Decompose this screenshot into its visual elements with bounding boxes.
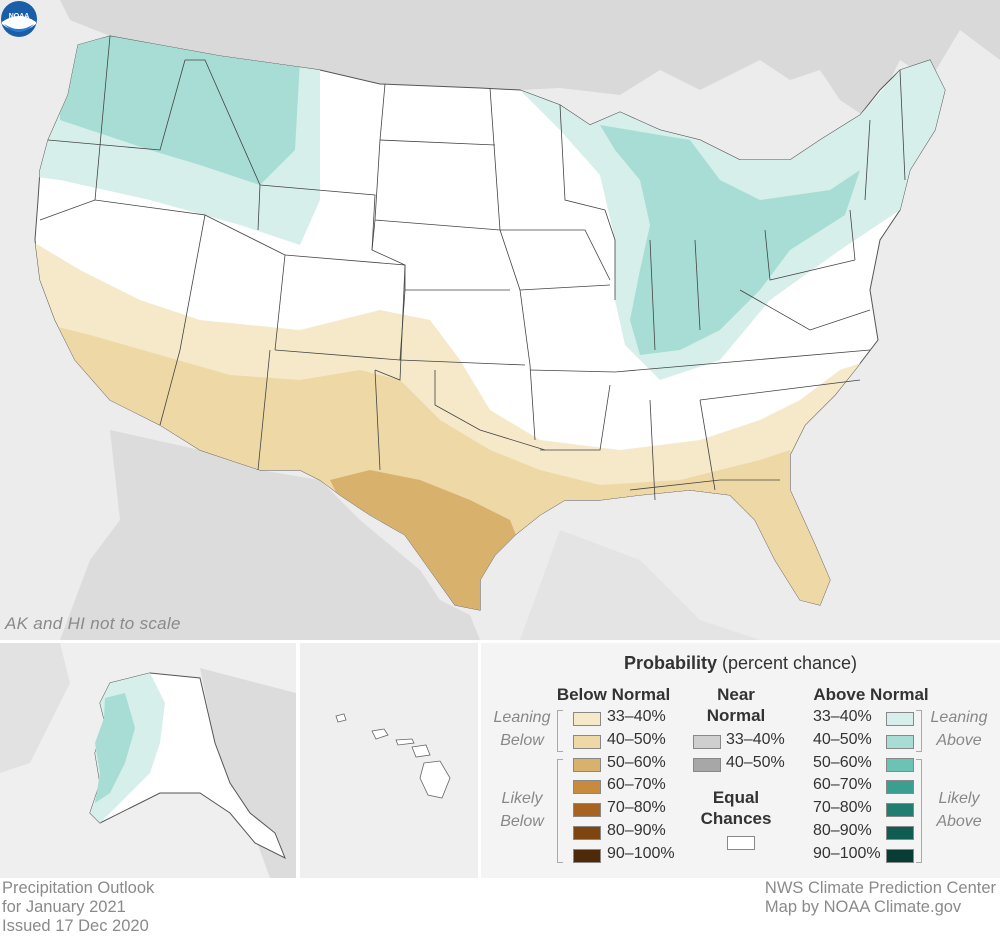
below-normal-row-label: 90–100%: [607, 844, 675, 862]
above-normal-row-label: 50–60%: [813, 753, 872, 771]
conus-map-svg: [34, 0, 1000, 640]
footer-right: NWS Climate Prediction Center Map by NOA…: [765, 879, 996, 917]
below-normal-row-swatch: [573, 757, 601, 772]
above-likely-bracket: [916, 759, 922, 863]
equal-chances-heading-2: Chances: [700, 809, 772, 828]
above-normal-row-label: 40–50%: [813, 730, 872, 748]
state-borders: [39, 35, 906, 501]
above-likely-label: Likely Above: [924, 787, 994, 833]
above-normal-row-label: 80–90%: [813, 822, 872, 839]
kauai-island: [335, 713, 347, 723]
above-normal-row-swatch: [886, 803, 914, 818]
below-normal-row-swatch: [573, 780, 601, 795]
footer-credit: Map by NOAA Climate.gov: [764, 898, 962, 916]
above-normal-row-label: 70–80%: [813, 799, 872, 817]
above-normal-row-swatch: [886, 734, 914, 749]
big-island: [419, 760, 451, 799]
equal-chances-heading: Equal Chances: [691, 787, 781, 829]
above-likely-label-2: Above: [936, 813, 982, 830]
above-leaning-bracket: [916, 710, 922, 752]
near-normal-heading-2: Normal: [706, 706, 766, 725]
below-normal-row-label: 40–50%: [607, 730, 666, 748]
noaa-logo-icon: NOAA: [1, 1, 37, 37]
below-normal-row-label: 60–70%: [607, 776, 666, 794]
russia-inset-land: [0, 643, 70, 773]
below-leaning-label-2: Below: [500, 732, 544, 749]
alaska-map-svg: [0, 643, 296, 878]
scale-note: AK and HI not to scale: [5, 614, 181, 633]
below-normal-row-swatch: [573, 734, 601, 749]
near-normal-row-swatch: [693, 757, 721, 772]
legend-panel: Probability (percent chance) Below Norma…: [481, 643, 1000, 878]
svg-text:NOAA: NOAA: [9, 13, 30, 20]
above-normal-row-swatch: [886, 712, 914, 726]
footer-source: NWS Climate Prediction Center: [764, 879, 996, 897]
molokai-island: [395, 738, 415, 746]
canada-land: [60, 0, 1000, 120]
near-normal-heading: Near Normal: [691, 684, 781, 726]
below-normal-row-swatch: [573, 803, 601, 818]
above-normal-row-label: 33–40%: [813, 708, 872, 725]
below-likely-label: Likely Below: [487, 787, 557, 833]
alaska-above-40-50: [95, 693, 135, 803]
footer-title: Precipitation Outlook: [2, 879, 155, 897]
near-normal-row-label: 40–50%: [726, 753, 785, 771]
below-normal-row-label: 80–90%: [607, 822, 666, 839]
equal-chances-heading-1: Equal: [712, 788, 760, 807]
hawaii-map-svg: [335, 713, 451, 799]
above-normal-row-label: 60–70%: [813, 776, 872, 794]
below-likely-bracket: [557, 759, 563, 863]
below-normal-row-swatch: [573, 712, 601, 726]
conus-map: AK and HI not to scale NOAA: [0, 0, 1000, 640]
above-leaning-label: Leaning Above: [924, 706, 994, 752]
below-normal-row-label: 50–60%: [607, 753, 666, 771]
above-normal-row-swatch: [886, 757, 914, 772]
near-normal-heading-1: Near: [717, 685, 755, 704]
below-normal-row-label: 70–80%: [607, 799, 666, 817]
oahu-island: [371, 728, 389, 740]
above-normal-row-label: 90–100%: [813, 844, 881, 862]
above-normal-heading: Above Normal: [813, 685, 929, 704]
above-40-50-midwest: [600, 125, 860, 355]
below-leaning-label-1: Leaning: [493, 709, 551, 726]
below-normal-heading: Below Normal: [556, 685, 671, 704]
canada-inset-land: [200, 668, 296, 878]
above-likely-label-1: Likely: [938, 790, 980, 807]
maui-island: [411, 744, 431, 758]
above-normal-row-swatch: [886, 848, 914, 863]
below-likely-label-1: Likely: [501, 790, 543, 807]
footer-left: Precipitation Outlook for January 2021 I…: [2, 879, 154, 936]
below-leaning-bracket: [557, 710, 563, 752]
legend-title-rest: (percent chance): [721, 653, 858, 673]
above-normal-row-swatch: [886, 780, 914, 795]
gulf-shape: [520, 530, 760, 640]
below-leaning-label: Leaning Below: [487, 706, 557, 752]
legend-title-bold: Probability: [623, 653, 717, 673]
legend-title: Probability (percent chance): [481, 653, 1000, 674]
hawaii-inset: [300, 643, 478, 878]
below-likely-label-2: Below: [500, 813, 544, 830]
below-normal-row-swatch: [573, 848, 601, 863]
below-normal-row-label: 33–40%: [607, 708, 666, 725]
above-normal-row-swatch: [886, 826, 914, 840]
below-50-60-texas: [330, 470, 520, 610]
equal-chances-swatch: [727, 836, 755, 850]
footer-period: for January 2021: [2, 898, 126, 916]
above-leaning-label-2: Above: [936, 732, 982, 749]
near-normal-row-swatch: [693, 735, 721, 749]
footer-issued: Issued 17 Dec 2020: [2, 917, 149, 935]
mexico-land: [60, 430, 480, 640]
alaska-inset: [0, 643, 296, 878]
below-normal-row-swatch: [573, 826, 601, 840]
above-40-50-northwest: [60, 36, 300, 185]
above-leaning-label-1: Leaning: [930, 709, 988, 726]
near-normal-row-label: 33–40%: [726, 731, 785, 748]
